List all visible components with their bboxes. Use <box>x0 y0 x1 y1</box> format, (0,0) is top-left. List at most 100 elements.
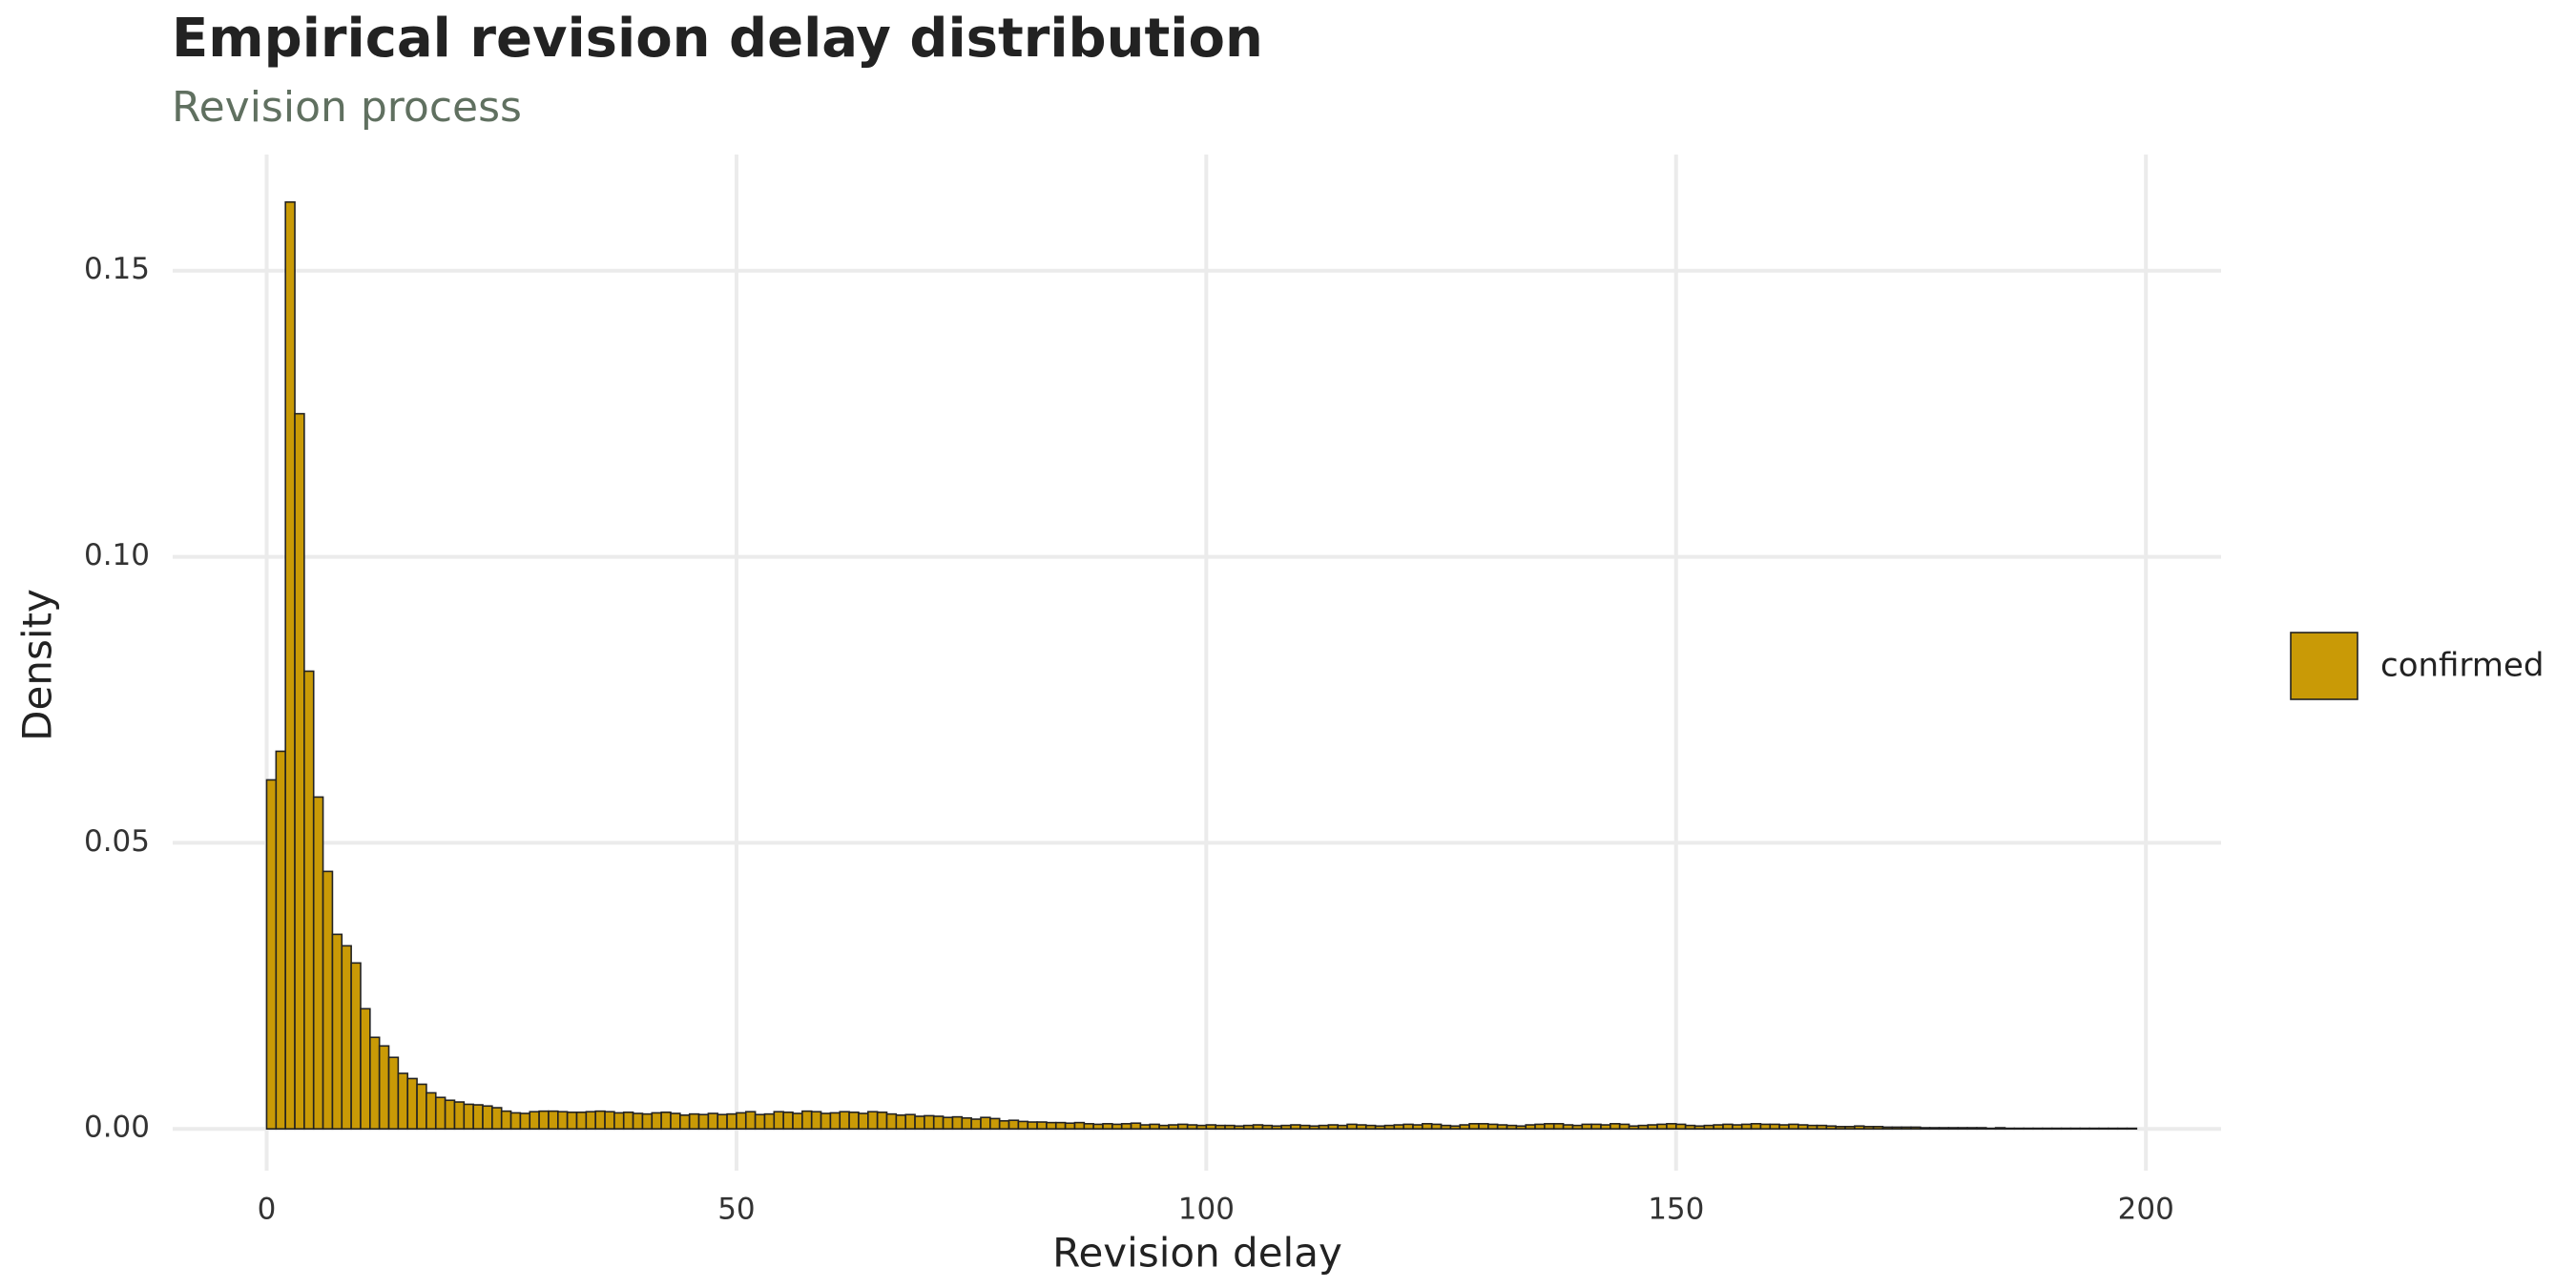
bar <box>1740 1123 1753 1131</box>
bar <box>1299 1124 1311 1131</box>
bar <box>2108 1127 2119 1131</box>
x-axis-title: Revision delay <box>1052 1230 1342 1277</box>
bar <box>1036 1121 1048 1131</box>
bar <box>1224 1124 1236 1131</box>
bar <box>1713 1124 1724 1131</box>
bar <box>801 1110 813 1131</box>
bar <box>1788 1123 1799 1131</box>
bar <box>491 1107 503 1131</box>
bar <box>519 1112 531 1131</box>
bar <box>1732 1124 1743 1131</box>
bar <box>2050 1127 2063 1131</box>
bar <box>463 1103 474 1131</box>
bar <box>1130 1122 1142 1131</box>
bar <box>980 1116 991 1131</box>
y-tick-label: 0.05 <box>84 824 150 859</box>
bar <box>1722 1123 1734 1131</box>
bar <box>1139 1124 1152 1131</box>
bar <box>1534 1123 1546 1131</box>
bar <box>632 1112 644 1131</box>
x-tick-label: 150 <box>1648 1193 1704 1227</box>
bar <box>331 933 343 1131</box>
legend-swatch <box>2290 632 2358 700</box>
bar <box>406 1077 418 1131</box>
bar <box>585 1111 596 1131</box>
bar <box>782 1111 794 1131</box>
bar <box>1938 1127 1950 1131</box>
bar <box>707 1112 719 1131</box>
bar <box>1544 1123 1555 1131</box>
x-tick-label: 200 <box>2118 1193 2174 1227</box>
bar <box>1008 1119 1020 1131</box>
bar <box>1393 1124 1404 1131</box>
bar <box>876 1111 888 1131</box>
bar <box>1515 1125 1527 1131</box>
bar <box>1459 1124 1470 1131</box>
bar <box>1806 1124 1818 1131</box>
bar <box>1835 1126 1846 1131</box>
bar <box>914 1115 925 1131</box>
bar <box>1994 1127 2006 1131</box>
bar <box>1092 1123 1104 1131</box>
bar <box>1374 1125 1386 1131</box>
bar <box>1383 1124 1396 1131</box>
bar <box>670 1112 681 1131</box>
bar <box>472 1104 484 1131</box>
bar <box>1271 1125 1282 1131</box>
bar <box>970 1118 982 1131</box>
bar <box>1054 1121 1067 1131</box>
bar <box>1337 1124 1348 1131</box>
bar <box>2032 1127 2044 1131</box>
bar <box>1610 1123 1621 1131</box>
bar <box>434 1096 447 1131</box>
x-tick-label: 50 <box>717 1193 755 1227</box>
bar <box>453 1101 466 1131</box>
bar <box>1356 1124 1367 1131</box>
bar <box>1177 1123 1189 1131</box>
bar <box>294 412 305 1131</box>
bar <box>1684 1124 1696 1131</box>
bar <box>2060 1127 2072 1131</box>
bar <box>951 1115 964 1131</box>
bar <box>548 1110 559 1131</box>
bar <box>1111 1123 1123 1131</box>
bar <box>369 1036 381 1131</box>
bar <box>679 1114 691 1131</box>
bar <box>275 750 286 1131</box>
bar <box>792 1112 803 1131</box>
x-tick-label: 100 <box>1178 1193 1235 1227</box>
bar <box>2098 1127 2109 1131</box>
bar <box>1195 1124 1208 1131</box>
bar <box>942 1116 954 1131</box>
bar <box>885 1112 898 1131</box>
y-tick-label: 0.15 <box>84 252 150 286</box>
bar <box>2013 1127 2025 1131</box>
y-axis-title: Density <box>14 589 61 741</box>
bar <box>998 1120 1010 1131</box>
bar <box>1957 1127 1968 1131</box>
bar <box>1506 1124 1518 1131</box>
bar <box>866 1111 879 1131</box>
bar <box>1027 1121 1038 1131</box>
bar <box>961 1117 972 1131</box>
bar <box>1571 1124 1584 1131</box>
bar <box>717 1113 728 1131</box>
bar <box>924 1114 935 1131</box>
grid <box>173 155 2221 1171</box>
bar <box>1346 1123 1358 1131</box>
bar <box>2069 1127 2082 1131</box>
bar <box>1168 1124 1179 1131</box>
bar <box>1290 1124 1301 1131</box>
bar <box>1910 1126 1922 1131</box>
bar <box>839 1111 850 1131</box>
bar <box>1073 1121 1086 1131</box>
bar <box>2116 1127 2129 1131</box>
bar <box>350 962 362 1131</box>
bar <box>1102 1123 1113 1131</box>
bar <box>895 1114 906 1131</box>
bar <box>1703 1124 1714 1131</box>
bar <box>1778 1124 1790 1131</box>
bar <box>810 1111 822 1131</box>
bar <box>1412 1124 1423 1131</box>
bar <box>312 796 324 1131</box>
